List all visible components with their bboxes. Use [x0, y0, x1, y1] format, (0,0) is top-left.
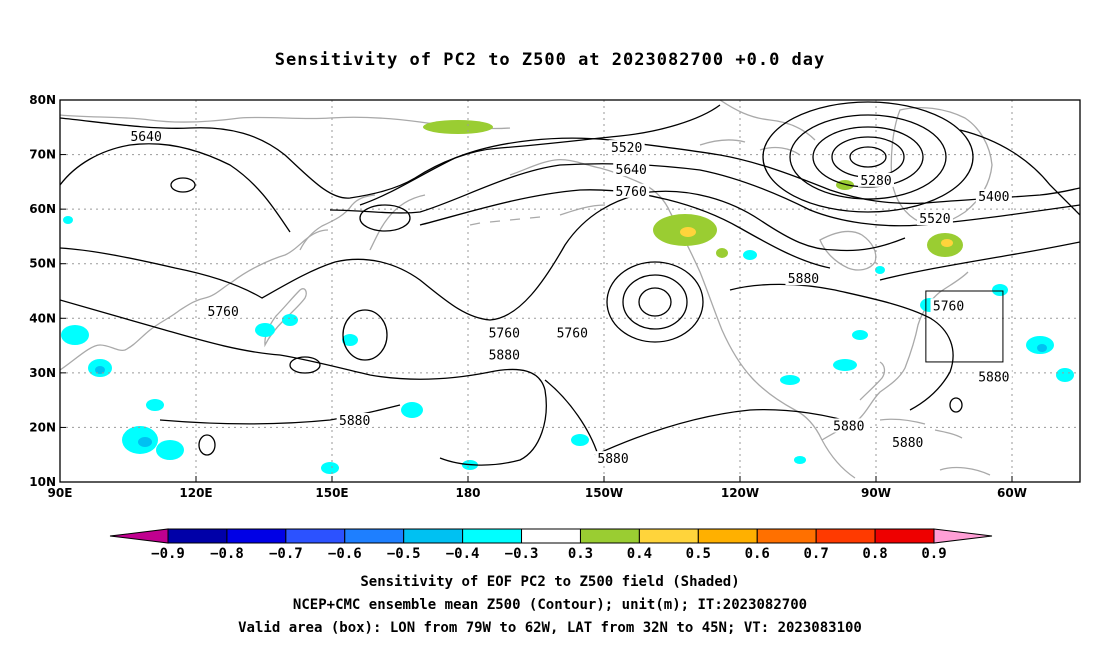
contour-label: 5880 [339, 414, 370, 429]
colorbar-label: 0.7 [804, 546, 829, 562]
contour-label: 5520 [611, 141, 642, 156]
contour-label-bg [889, 434, 926, 449]
contour-label-bg [830, 418, 867, 433]
contour-label: 5760 [616, 185, 647, 200]
contour-labels: 5640 5760 5880 5760 5880 5520 5640 5760 5760 5880… [128, 129, 1012, 467]
lat-tick-label: 50N [29, 257, 56, 271]
contour-label: 5760 [208, 305, 239, 320]
colorbar-swatch [462, 528, 523, 544]
colorbar-low-extension [109, 528, 169, 544]
caption-shaded: Sensitivity of EOF PC2 to Z500 field (Sh… [360, 574, 740, 590]
contour-label: 5640 [130, 130, 161, 145]
colorbar-label: 0.3 [568, 546, 593, 562]
contour-label-bg [554, 325, 591, 340]
contour-label-bg [916, 211, 953, 226]
colorbar-high-extension [933, 528, 993, 544]
contour-label: 5880 [788, 272, 819, 287]
caption-valid-area: Valid area (box): LON from 79W to 62W, L… [238, 620, 862, 636]
contour-label-bg [613, 161, 650, 176]
colorbar-label: 0.9 [921, 546, 946, 562]
colorbar-swatch [403, 528, 464, 544]
contour-label: 5880 [978, 370, 1009, 385]
contour-label: 5400 [978, 190, 1009, 205]
sensitivity-shading [61, 120, 1074, 474]
colorbar-label: −0.6 [328, 546, 362, 562]
colorbar-swatch [815, 528, 876, 544]
contour-label-bg [336, 412, 373, 427]
colorbar-label: 0.4 [627, 546, 652, 562]
contour-label: 5520 [919, 212, 950, 227]
contour-label: 5760 [489, 327, 520, 342]
map-frame [59, 99, 1081, 483]
colorbar-label: −0.8 [210, 546, 244, 562]
colorbar-swatch [874, 528, 935, 544]
contour-label-bg [608, 140, 645, 155]
colorbar-label: 0.6 [745, 546, 770, 562]
grid-lines [60, 100, 1080, 482]
contour-label: 5880 [489, 348, 520, 363]
map-background [60, 100, 1080, 482]
contour-label-bg [858, 172, 894, 187]
contour-label-bg [930, 298, 967, 313]
colorbar-label: −0.9 [151, 546, 185, 562]
contour-label-bg [128, 129, 165, 144]
contour-label: 5760 [933, 299, 964, 314]
colorbar-label: 0.8 [862, 546, 887, 562]
lon-tick-label: 90W [861, 486, 891, 500]
contour-label-bg [205, 303, 242, 318]
lat-tick-label: 30N [29, 366, 56, 380]
page-title: Sensitivity of PC2 to Z500 at 2023082700… [274, 50, 826, 70]
colorbar-label: −0.7 [269, 546, 303, 562]
colorbar-swatch [167, 528, 228, 544]
colorbar-swatch [697, 528, 758, 544]
contour-label-bg [486, 325, 523, 340]
lon-tick-label: 90E [48, 486, 73, 500]
lat-tick-label: 10N [29, 475, 56, 489]
colorbar: −0.9 −0.8 −0.7 −0.6 −0.5 −0.4 −0.3 0.3 0.4 0.5 0.6… [109, 528, 993, 562]
colorbar-swatch [756, 528, 817, 544]
contour-label: 5280 [860, 174, 891, 189]
lat-tick-label: 20N [29, 420, 56, 434]
colorbar-swatch [285, 528, 346, 544]
lon-tick-label: 150W [585, 486, 623, 500]
lat-tick-label: 60N [29, 202, 56, 216]
contour-label: 5640 [616, 163, 647, 178]
colorbar-swatch [638, 528, 699, 544]
caption-contour: NCEP+CMC ensemble mean Z500 (Contour); u… [292, 597, 808, 613]
lat-tick-label: 80N [29, 93, 56, 107]
contour-label: 5760 [557, 327, 588, 342]
colorbar-swatch [226, 528, 287, 544]
colorbar-swatch [579, 528, 640, 544]
colorbar-label: −0.4 [446, 546, 480, 562]
lat-tick-label: 70N [29, 148, 56, 162]
contour-label: 5880 [833, 419, 864, 434]
colorbar-label: −0.5 [387, 546, 421, 562]
contour-label-bg [975, 189, 1012, 204]
lon-tick-label: 60W [997, 486, 1027, 500]
lon-tick-label: 150E [315, 486, 348, 500]
lon-tick-label: 180 [455, 486, 480, 500]
contour-label-bg [595, 451, 632, 466]
colorbar-swatch [521, 528, 581, 544]
valid-area-box [925, 290, 1004, 363]
contour-label-bg [486, 347, 523, 362]
contour-label-bg [785, 271, 822, 286]
lon-tick-label: 120E [179, 486, 212, 500]
lat-tick-label: 40N [29, 311, 56, 325]
lon-tick-label: 120W [721, 486, 759, 500]
contour-label-bg [613, 183, 650, 198]
colorbar-swatch [344, 528, 405, 544]
contour-label: 5880 [597, 452, 628, 467]
contour-label: 5880 [892, 436, 923, 451]
colorbar-label: 0.5 [686, 546, 711, 562]
colorbar-label: −0.3 [505, 546, 539, 562]
contour-label-bg [975, 369, 1012, 384]
